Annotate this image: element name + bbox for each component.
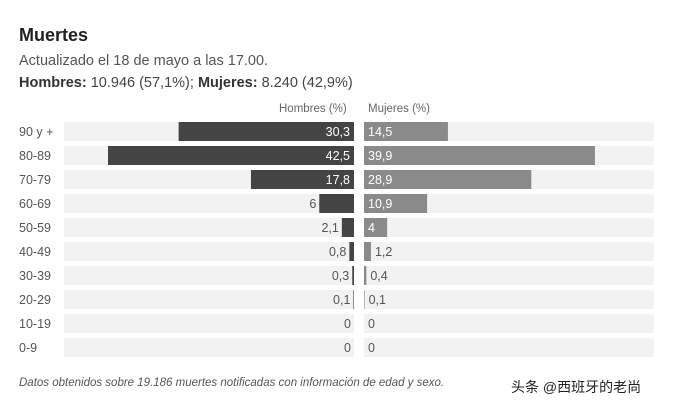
men-value-label: 0,8 [329,245,346,259]
age-group-label: 60-69 [19,197,51,211]
row-background-women [364,314,654,333]
row-background-women [364,290,654,309]
women-column-header: Mujeres (%) [368,103,430,115]
men-bar [319,194,354,213]
women-value-label: 14,5 [368,125,392,139]
women-value-label: 0,1 [369,293,386,307]
men-value-label: 42,5 [326,149,350,163]
age-group-label: 90 y + [19,125,53,139]
men-value-label: 30,3 [326,125,350,139]
men-label: Hombres: [19,75,87,91]
men-value-label: 0,3 [332,269,349,283]
women-value-label: 1,2 [375,245,392,259]
totals-summary: Hombres: 10.946 (57,1%); Mujeres: 8.240 … [19,75,353,91]
women-bar [364,266,367,285]
row-background-men [64,266,354,285]
women-value-label: 39,9 [368,149,392,163]
men-bar [250,170,354,189]
row-background-men [64,290,354,309]
row-background-women [364,266,654,285]
women-bar [364,122,448,141]
row-background-women [364,218,654,237]
men-bar [178,122,354,141]
age-group-label: 40-49 [19,245,51,259]
men-bar [353,290,354,309]
age-group-label: 30-39 [19,269,51,283]
men-value-label: 2,1 [321,221,338,235]
chart-title: Muertes [19,25,89,45]
row-background-women [364,242,654,261]
women-value-label: 0 [368,341,375,355]
update-timestamp: Actualizado el 18 de mayo a las 17.00. [19,53,269,69]
row-background-men [64,314,354,333]
women-bar [364,170,532,189]
men-value-label: 0 [344,341,351,355]
men-value-label: 6 [309,197,316,211]
age-group-label: 10-19 [19,317,51,331]
women-bar [364,146,595,165]
women-value-label: 4 [368,221,375,235]
age-group-label: 70-79 [19,173,51,187]
age-group-label: 80-89 [19,149,51,163]
women-value-label: 0 [368,317,375,331]
women-bar [364,194,428,213]
men-value-label: 0,1 [333,293,350,307]
row-background-men [64,242,354,261]
men-total: 10.946 (57,1%); [90,75,194,91]
women-total: 8.240 (42,9%) [261,75,353,91]
men-value-label: 17,8 [326,173,350,187]
men-bar [108,146,354,165]
men-value-label: 0 [344,317,351,331]
women-bar [364,218,388,237]
row-background-men [64,194,354,213]
source-footnote: Datos obtenidos sobre 19.186 muertes not… [19,377,445,389]
row-background-men [64,218,354,237]
age-group-label: 50-59 [19,221,51,235]
watermark: 头条 @西班牙的老尚 [511,379,642,395]
men-bar [352,266,354,285]
women-value-label: 0,4 [370,269,387,283]
age-group-label: 20-29 [19,293,51,307]
row-background-men [64,338,354,357]
women-value-label: 28,9 [368,173,392,187]
women-bar [364,290,365,309]
row-background-women [364,338,654,357]
women-value-label: 10,9 [368,197,392,211]
men-bar [341,218,354,237]
age-group-label: 0-9 [19,341,37,355]
row-background-women [364,194,654,213]
men-column-header: Hombres (%) [279,103,347,115]
men-bar [349,242,354,261]
women-bar [364,242,371,261]
women-label: Mujeres: [197,75,258,91]
